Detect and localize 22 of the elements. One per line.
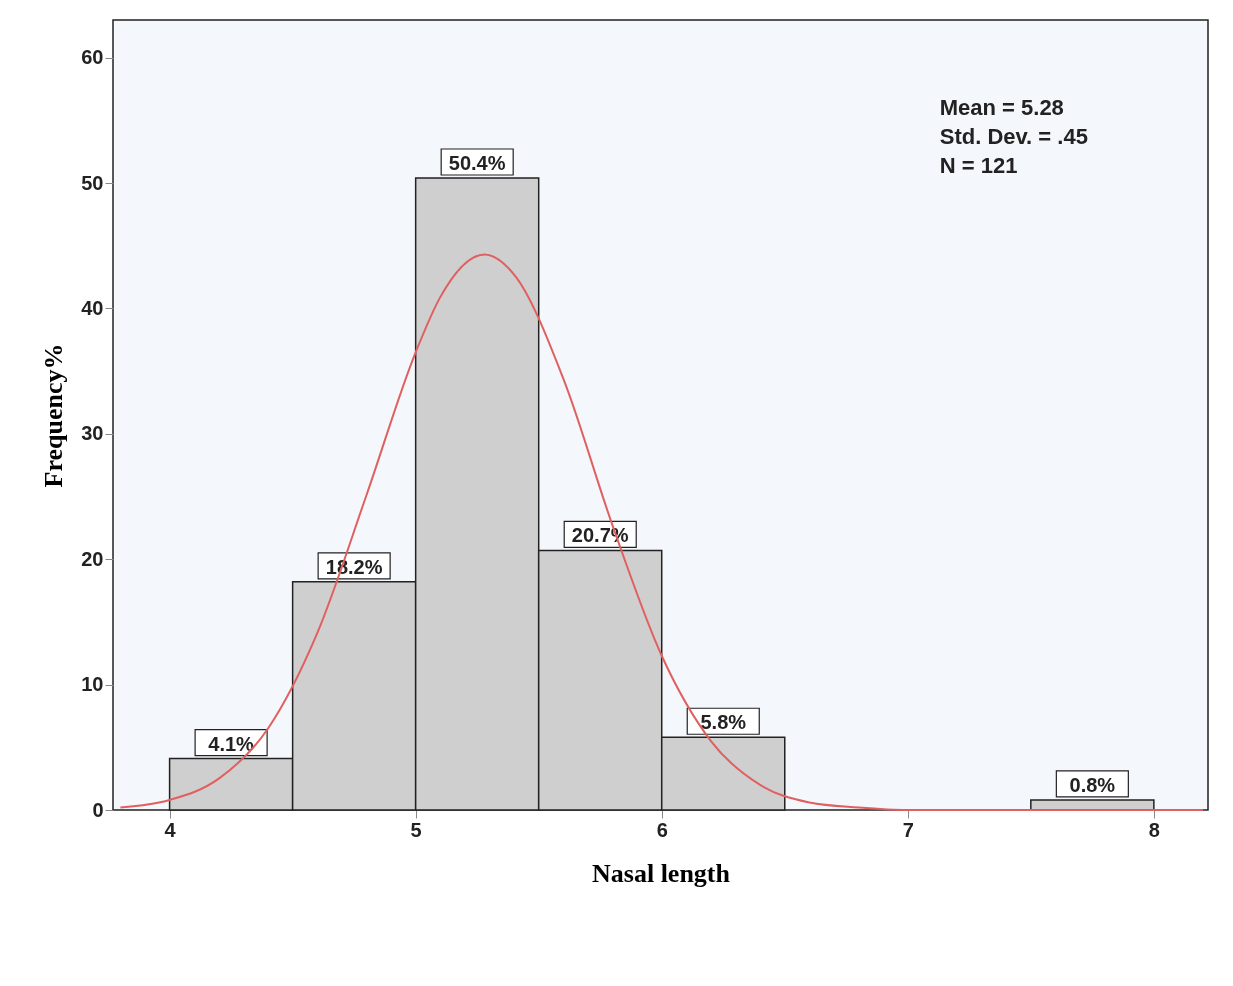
annotation: Mean = 5.28 bbox=[939, 95, 1064, 120]
x-tick-label: 4 bbox=[164, 818, 177, 841]
y-tick-label: 50 bbox=[81, 171, 104, 194]
annotation: N = 121 bbox=[939, 153, 1018, 178]
y-tick-label: 40 bbox=[81, 296, 104, 319]
y-axis-title: Frequency% bbox=[39, 343, 69, 488]
x-tick-label: 8 bbox=[1148, 818, 1160, 841]
annotation: Std. Dev. = .45 bbox=[939, 124, 1088, 149]
x-tick-label: 7 bbox=[902, 818, 914, 841]
y-tick-label: 60 bbox=[81, 46, 104, 69]
data-label: 0.8% bbox=[1069, 773, 1116, 796]
x-tick-label: 6 bbox=[656, 818, 668, 841]
line-series bbox=[119, 253, 1205, 811]
y-tick-label: 0 bbox=[92, 798, 104, 821]
data-label: 4.1% bbox=[208, 732, 255, 755]
data-label: 5.8% bbox=[700, 711, 747, 734]
data-label: 50.4% bbox=[448, 152, 506, 174]
y-tick-label: 30 bbox=[81, 422, 104, 445]
y-tick-label: 10 bbox=[81, 673, 104, 696]
x-tick-label: 5 bbox=[410, 818, 422, 841]
y-tick-label: 20 bbox=[81, 547, 104, 570]
x-axis-title: Nasal length bbox=[592, 858, 731, 888]
